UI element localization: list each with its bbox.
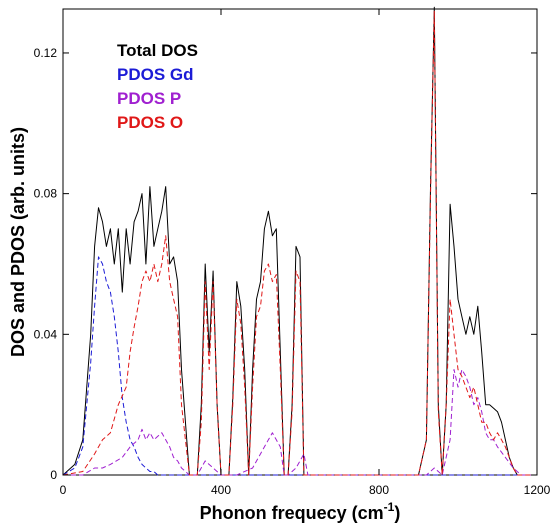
x-axis-title-end: ) <box>394 503 400 523</box>
legend-entry-pdos-o: PDOS O <box>117 113 183 132</box>
legend: Total DOS PDOS Gd PDOS P PDOS O <box>117 41 198 132</box>
series-layer <box>62 6 537 476</box>
series-line-1 <box>62 256 537 476</box>
legend-entry-total-dos: Total DOS <box>117 41 198 60</box>
series-line-0 <box>62 6 537 476</box>
x-axis-title-main: Phonon frequecy (cm <box>200 503 384 523</box>
y-tick-label: 0.04 <box>34 327 58 341</box>
legend-entry-pdos-p: PDOS P <box>117 89 181 108</box>
y-tick-label: 0 <box>50 468 57 482</box>
series-line-3 <box>62 10 537 476</box>
x-tick-label: 1200 <box>524 483 550 497</box>
y-axis-title: DOS and PDOS (arb. units) <box>8 127 28 357</box>
y-tick-label: 0.08 <box>34 187 58 201</box>
legend-entry-pdos-gd: PDOS Gd <box>117 65 194 84</box>
x-tick-label: 0 <box>60 483 67 497</box>
x-axis-title-superscript: -1 <box>384 500 395 514</box>
tick-layer: 0 400 800 1200 0 0.04 0.08 0.12 <box>34 9 550 497</box>
x-tick-label: 400 <box>211 483 231 497</box>
y-tick-label: 0.12 <box>34 46 58 60</box>
x-tick-label: 800 <box>369 483 389 497</box>
series-line-2 <box>63 369 537 476</box>
x-axis-title: Phonon frequecy (cm-1) <box>200 500 401 523</box>
